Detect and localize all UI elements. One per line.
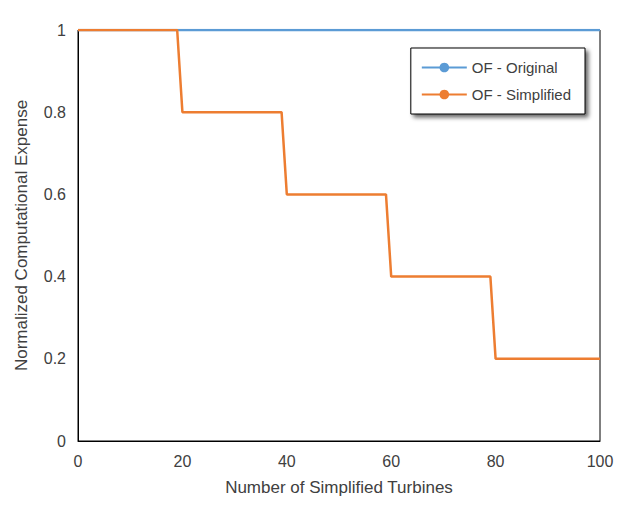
svg-text:20: 20 [174, 453, 192, 470]
svg-text:60: 60 [382, 453, 400, 470]
svg-text:1: 1 [57, 22, 66, 39]
svg-text:80: 80 [487, 453, 505, 470]
svg-text:OF - Simplified: OF - Simplified [472, 86, 571, 103]
svg-text:Normalized Computational Expen: Normalized Computational Expense [12, 100, 31, 371]
svg-text:0: 0 [74, 453, 83, 470]
svg-text:0.6: 0.6 [44, 186, 66, 203]
svg-text:0.8: 0.8 [44, 104, 66, 121]
svg-text:100: 100 [587, 453, 614, 470]
svg-text:40: 40 [278, 453, 296, 470]
svg-text:OF - Original: OF - Original [472, 59, 558, 76]
svg-text:0.2: 0.2 [44, 350, 66, 367]
svg-text:0.4: 0.4 [44, 268, 66, 285]
svg-text:Number of Simplified Turbines: Number of Simplified Turbines [225, 478, 453, 497]
svg-text:0: 0 [57, 433, 66, 450]
